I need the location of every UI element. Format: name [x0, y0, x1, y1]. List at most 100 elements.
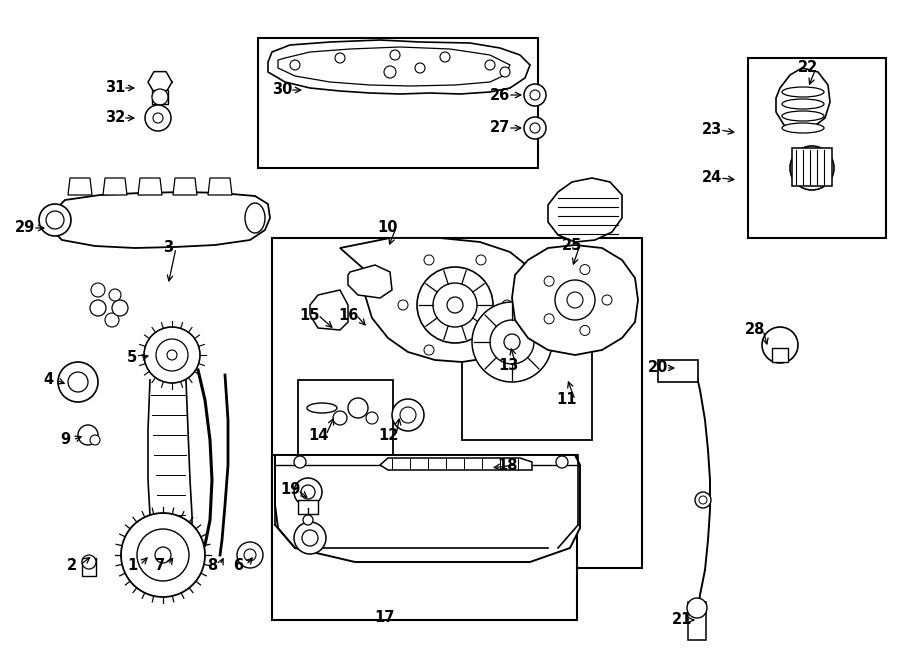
Circle shape	[91, 283, 105, 297]
Text: 29: 29	[15, 221, 35, 235]
Circle shape	[544, 276, 554, 286]
Circle shape	[112, 300, 128, 316]
Polygon shape	[103, 178, 127, 195]
Circle shape	[398, 300, 408, 310]
Circle shape	[109, 289, 121, 301]
Circle shape	[417, 267, 493, 343]
Circle shape	[82, 555, 96, 569]
Circle shape	[500, 67, 510, 77]
Bar	[272, 455, 577, 620]
Circle shape	[602, 295, 612, 305]
Text: 16: 16	[338, 307, 358, 323]
Circle shape	[155, 547, 171, 563]
Circle shape	[152, 89, 168, 105]
Text: 11: 11	[557, 393, 577, 407]
Text: 14: 14	[308, 428, 328, 442]
Text: 18: 18	[498, 457, 518, 473]
Circle shape	[294, 478, 322, 506]
Circle shape	[90, 300, 106, 316]
Bar	[462, 310, 592, 440]
Circle shape	[502, 300, 512, 310]
Ellipse shape	[245, 203, 265, 233]
Text: 32: 32	[105, 110, 125, 126]
Circle shape	[424, 345, 434, 355]
Circle shape	[244, 549, 256, 561]
Text: 28: 28	[745, 323, 765, 338]
Bar	[152, 90, 168, 104]
Circle shape	[294, 456, 306, 468]
Polygon shape	[348, 265, 392, 298]
Polygon shape	[278, 47, 510, 86]
Circle shape	[302, 530, 318, 546]
Circle shape	[121, 513, 205, 597]
Polygon shape	[380, 458, 532, 470]
Circle shape	[105, 313, 119, 327]
Text: 1: 1	[127, 557, 137, 572]
Text: 22: 22	[798, 61, 818, 75]
Ellipse shape	[782, 87, 824, 97]
Circle shape	[544, 314, 554, 324]
Circle shape	[384, 66, 396, 78]
Ellipse shape	[782, 111, 824, 121]
Circle shape	[447, 297, 463, 313]
Circle shape	[145, 105, 171, 131]
Polygon shape	[512, 245, 638, 355]
Polygon shape	[548, 178, 622, 242]
Circle shape	[504, 334, 520, 350]
Bar	[792, 148, 832, 186]
Circle shape	[699, 496, 707, 504]
Circle shape	[78, 425, 98, 445]
Text: 15: 15	[300, 307, 320, 323]
Text: 23: 23	[702, 122, 722, 137]
Circle shape	[144, 327, 200, 383]
Bar	[258, 38, 538, 168]
Circle shape	[335, 53, 345, 63]
Circle shape	[58, 362, 98, 402]
Polygon shape	[268, 40, 530, 94]
Polygon shape	[208, 178, 232, 195]
Text: 5: 5	[127, 350, 137, 366]
Circle shape	[790, 146, 834, 190]
Circle shape	[556, 456, 568, 468]
Circle shape	[433, 283, 477, 327]
Circle shape	[301, 485, 315, 499]
Circle shape	[400, 407, 416, 423]
Circle shape	[366, 412, 378, 424]
Circle shape	[485, 60, 495, 70]
Bar	[748, 58, 886, 238]
Circle shape	[348, 398, 368, 418]
Circle shape	[390, 50, 400, 60]
Circle shape	[490, 320, 534, 364]
Ellipse shape	[307, 403, 337, 413]
Circle shape	[46, 211, 64, 229]
Bar	[688, 602, 706, 640]
Circle shape	[530, 90, 540, 100]
Text: 30: 30	[272, 83, 292, 98]
Polygon shape	[50, 192, 270, 248]
Circle shape	[415, 63, 425, 73]
Circle shape	[156, 339, 188, 371]
Text: 27: 27	[490, 120, 510, 136]
Polygon shape	[68, 178, 92, 195]
Text: 13: 13	[498, 358, 518, 373]
Bar	[772, 348, 788, 362]
Text: 3: 3	[163, 241, 173, 256]
Text: 26: 26	[490, 87, 510, 102]
Circle shape	[303, 515, 313, 525]
Circle shape	[695, 492, 711, 508]
Circle shape	[68, 372, 88, 392]
Text: 6: 6	[233, 557, 243, 572]
Circle shape	[237, 542, 263, 568]
Circle shape	[333, 411, 347, 425]
Circle shape	[440, 52, 450, 62]
Circle shape	[39, 204, 71, 236]
Text: 20: 20	[648, 360, 668, 375]
Circle shape	[567, 292, 583, 308]
Text: 31: 31	[104, 81, 125, 95]
Circle shape	[392, 399, 424, 431]
Text: 2: 2	[67, 557, 77, 572]
Bar	[82, 558, 96, 576]
Circle shape	[294, 522, 326, 554]
Ellipse shape	[782, 99, 824, 109]
Circle shape	[290, 60, 300, 70]
